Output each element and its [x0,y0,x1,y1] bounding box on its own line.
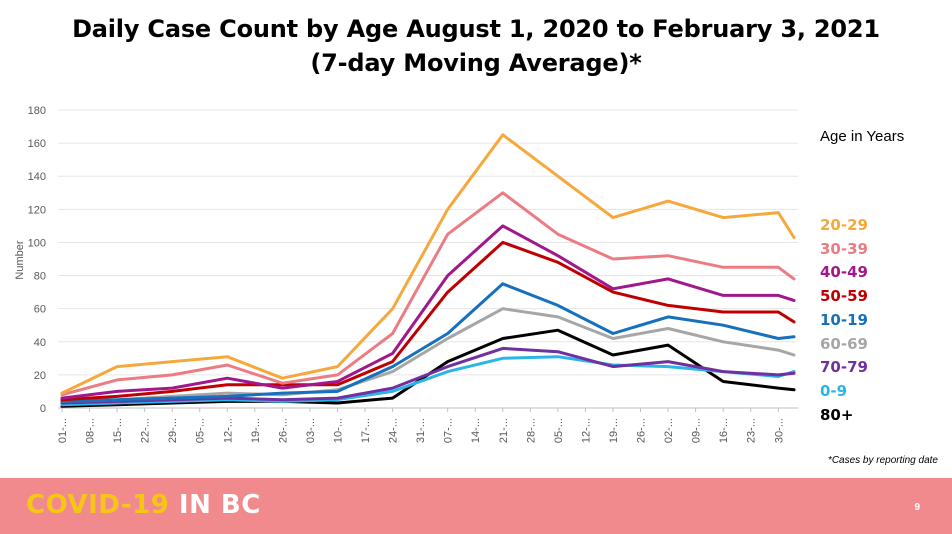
x-axis-ticks: 01-... 08-... 15-... 22-... 29-... 05-... 12-.… [57,408,785,443]
series-line-0-9 [60,355,796,407]
y-axis-label: Number [14,240,26,279]
y-tick-label: 120 [28,204,46,216]
series-line-10-19 [60,282,796,403]
footnote: *Cases by reporting date [827,455,938,466]
x-tick-label: 01-... [57,418,69,443]
x-tick-label: 23-... [746,418,758,443]
x-tick-label: 05-... [553,418,565,443]
legend-item-0-9: 0-9 [820,381,848,400]
x-tick-label: 19-... [608,418,620,443]
x-tick-label: 15-... [112,418,124,443]
y-axis-ticks: 0 20 40 60 80 100 120 140 160 180 [28,105,46,415]
x-tick-label: 24-... [388,418,400,443]
chart-title-line1: Daily Case Count by Age August 1, 2020 t… [72,15,880,43]
x-tick-label: 29-... [167,418,179,443]
y-tick-label: 0 [40,403,46,415]
x-tick-label: 05-... [195,418,207,443]
gridlines [58,109,798,376]
legend-item-30-39: 30-39 [820,239,868,258]
brand-logo: COVID-19 IN BC [26,490,261,520]
series-line-20-29 [60,133,796,395]
chart-title: Daily Case Count by Age August 1, 2020 t… [0,12,952,80]
brand-in-bc: IN BC [178,490,261,520]
x-tick-label: 21-... [498,418,510,443]
x-tick-label: 14-... [470,418,482,443]
y-tick-label: 20 [34,370,46,382]
series-lines [60,133,796,408]
y-tick-label: 180 [28,105,46,117]
page-number: 9 [914,502,920,513]
line-chart: 0 20 40 60 80 100 120 140 160 180 01-... 08-... 15-… [14,105,798,443]
x-tick-label: 26-... [636,418,648,443]
x-tick-label: 02-... [663,418,675,443]
legend-item-10-19: 10-19 [820,310,868,329]
x-tick-label: 16-... [718,418,730,443]
legend-title: Age in Years [820,128,905,145]
legend-item-80+: 80+ [820,405,854,424]
y-tick-label: 80 [34,271,46,283]
legend-item-20-29: 20-29 [820,216,868,234]
legend-item-50-59: 50-59 [820,287,868,306]
legend-item-60-69: 60-69 [820,334,868,353]
legend-item-70-79: 70-79 [820,358,868,377]
y-tick-label: 40 [34,337,46,349]
brand-covid19: COVID-19 [26,490,170,520]
y-tick-label: 140 [28,171,46,183]
x-tick-label: 17-... [360,418,372,443]
x-tick-label: 03-... [305,418,317,443]
x-tick-label: 31-... [415,418,427,443]
x-tick-label: 26-... [277,418,289,443]
legend-item-40-49: 40-49 [820,263,868,282]
x-tick-label: 30-... [773,418,785,443]
y-tick-label: 60 [34,304,46,316]
series-line-70-79 [60,346,796,405]
series-line-60-69 [60,307,796,403]
y-tick-label: 160 [28,138,46,150]
series-line-50-59 [60,240,796,402]
y-tick-label: 100 [28,237,46,249]
x-tick-label: 28-... [525,418,537,443]
series-line-40-49 [60,224,796,400]
x-tick-label: 07-... [443,418,455,443]
x-tick-label: 12-... [580,418,592,443]
footer-banner: COVID-19 IN BC 9 [0,478,952,534]
x-tick-label: 10-... [332,418,344,443]
x-tick-label: 22-... [140,418,152,443]
x-tick-label: 09-... [691,418,703,443]
x-tick-label: 19-... [250,418,262,443]
x-tick-label: 08-... [85,418,97,443]
series-line-30-39 [60,191,796,397]
x-tick-label: 12-... [222,418,234,443]
chart-title-line2: (7-day Moving Average)* [310,49,642,77]
